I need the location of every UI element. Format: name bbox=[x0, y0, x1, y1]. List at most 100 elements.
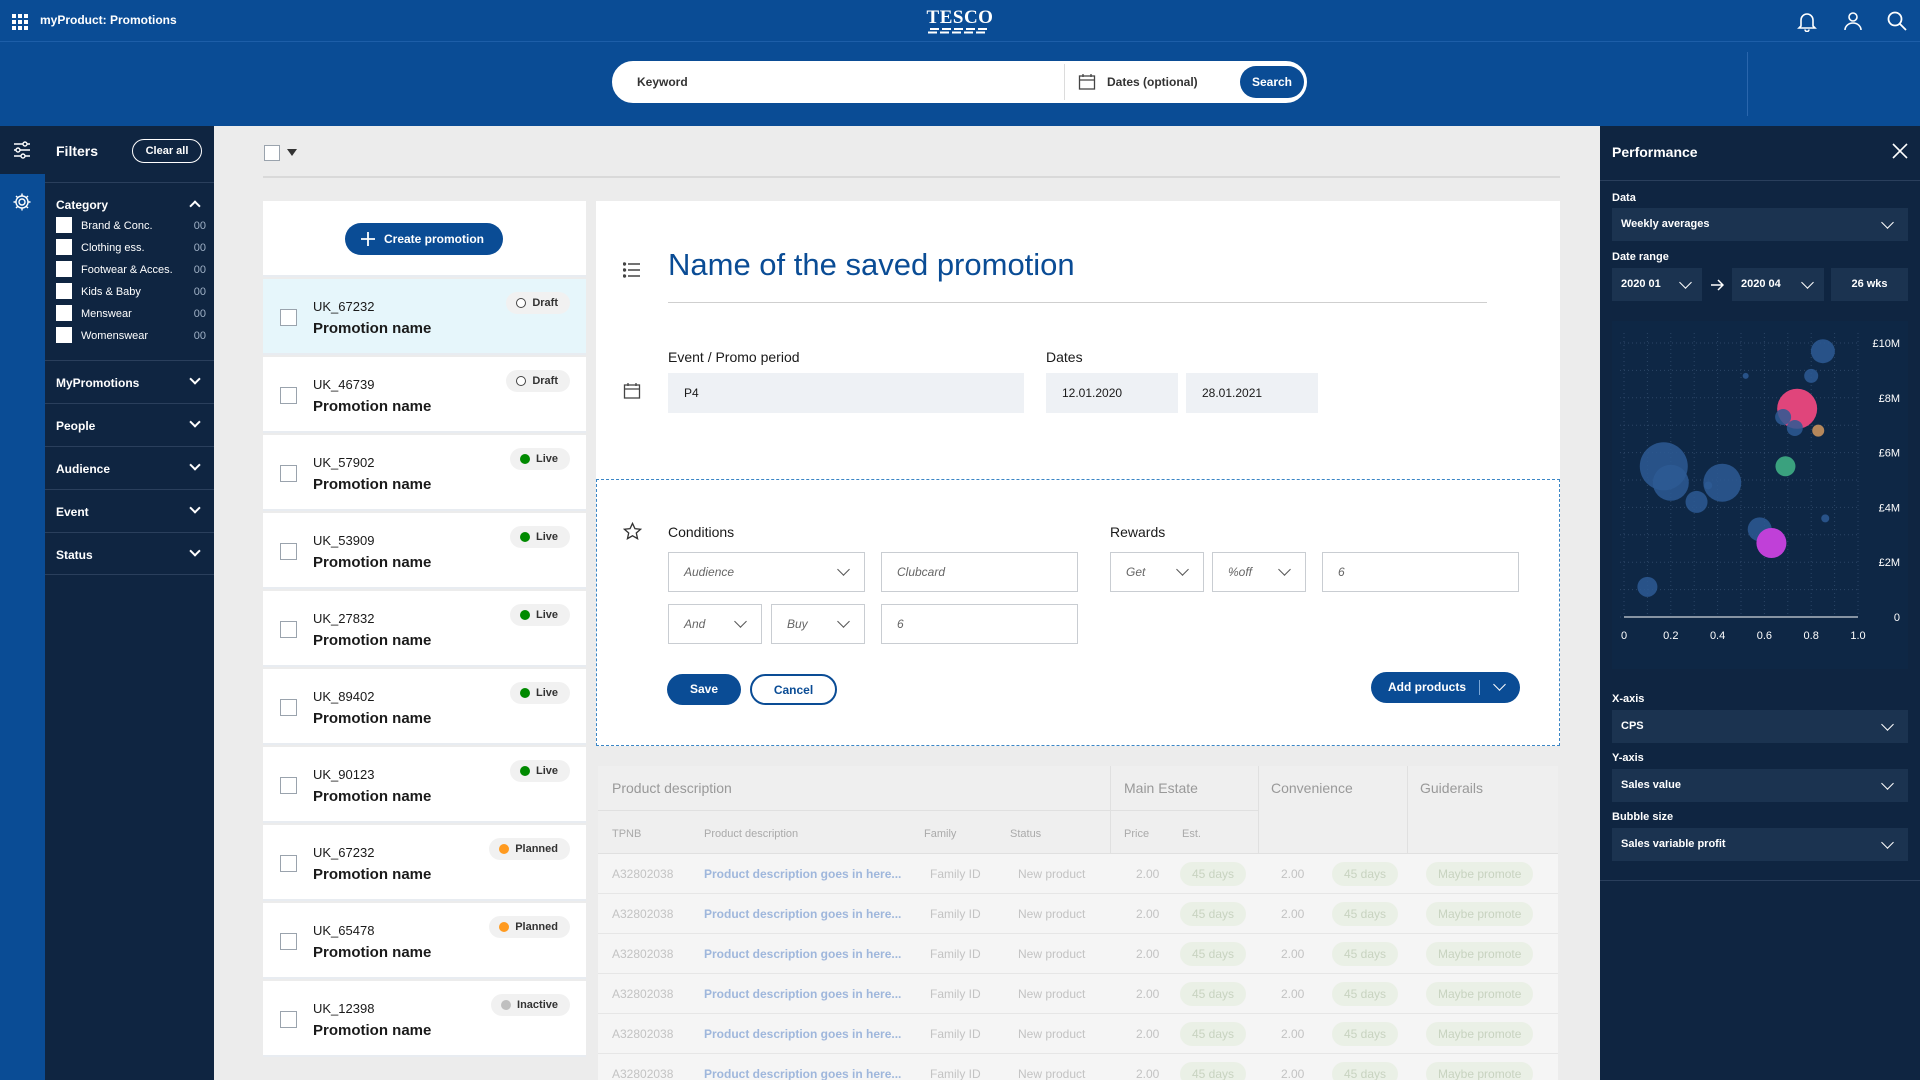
reward-quantity-input[interactable]: 6 bbox=[1322, 552, 1519, 592]
percent-off-select[interactable]: %off bbox=[1212, 552, 1306, 592]
and-select[interactable]: And bbox=[668, 604, 762, 644]
promotion-checkbox[interactable] bbox=[280, 855, 297, 872]
bubble-size-select[interactable]: Sales variable profit bbox=[1612, 828, 1908, 861]
table-row[interactable]: A32802038 Product description goes in her… bbox=[598, 894, 1558, 934]
search-icon[interactable] bbox=[1886, 10, 1908, 37]
category-item[interactable]: Menswear 00 bbox=[56, 305, 206, 323]
promotion-card[interactable]: UK_90123 Promotion name Live bbox=[263, 747, 586, 823]
promotion-checkbox[interactable] bbox=[280, 777, 297, 794]
checkbox[interactable] bbox=[56, 217, 72, 233]
clubcard-input[interactable]: Clubcard bbox=[881, 552, 1078, 592]
bubble-point[interactable] bbox=[1704, 481, 1713, 490]
cell-desc[interactable]: Product description goes in here... bbox=[704, 1067, 902, 1080]
buy-select[interactable]: Buy bbox=[771, 604, 865, 644]
section-mypromotions[interactable]: MyPromotions bbox=[45, 360, 214, 403]
checkbox[interactable] bbox=[56, 305, 72, 321]
promotion-card[interactable]: UK_53909 Promotion name Live bbox=[263, 513, 586, 589]
select-all-checkbox[interactable] bbox=[264, 145, 280, 161]
date-to-input[interactable]: 28.01.2021 bbox=[1186, 373, 1318, 413]
data-select[interactable]: Weekly averages bbox=[1612, 208, 1908, 241]
table-row[interactable]: A32802038 Product description goes in her… bbox=[598, 974, 1558, 1014]
apps-grid-icon[interactable] bbox=[12, 14, 28, 30]
promotion-card[interactable]: UK_27832 Promotion name Live bbox=[263, 591, 586, 667]
add-products-button[interactable]: Add products bbox=[1371, 672, 1520, 703]
xaxis-select[interactable]: CPS bbox=[1612, 710, 1908, 743]
gear-icon[interactable] bbox=[12, 192, 32, 217]
cell-desc[interactable]: Product description goes in here... bbox=[704, 987, 902, 1001]
checkbox[interactable] bbox=[56, 239, 72, 255]
promotion-card[interactable]: UK_46739 Promotion name Draft bbox=[263, 357, 586, 433]
table-row[interactable]: A32802038 Product description goes in her… bbox=[598, 1054, 1558, 1080]
cell-desc[interactable]: Product description goes in here... bbox=[704, 907, 902, 921]
checkbox[interactable] bbox=[56, 327, 72, 343]
category-item[interactable]: Womenswear 00 bbox=[56, 327, 206, 345]
promotion-checkbox[interactable] bbox=[280, 699, 297, 716]
section-event[interactable]: Event bbox=[45, 489, 214, 532]
promotion-checkbox[interactable] bbox=[280, 543, 297, 560]
bubble-point[interactable] bbox=[1775, 408, 1792, 425]
search-button[interactable]: Search bbox=[1240, 66, 1304, 98]
bubble-point[interactable] bbox=[1775, 456, 1796, 477]
create-promotion-button[interactable]: Create promotion bbox=[345, 223, 503, 255]
cell-desc[interactable]: Product description goes in here... bbox=[704, 947, 902, 961]
category-item[interactable]: Kids & Baby 00 bbox=[56, 283, 206, 301]
table-row[interactable]: A32802038 Product description goes in her… bbox=[598, 934, 1558, 974]
checkbox[interactable] bbox=[56, 261, 72, 277]
section-status[interactable]: Status bbox=[45, 532, 214, 575]
bubble-point[interactable] bbox=[1703, 463, 1742, 502]
buy-quantity-input[interactable]: 6 bbox=[881, 604, 1078, 644]
user-icon[interactable] bbox=[1842, 10, 1864, 37]
close-icon[interactable] bbox=[1892, 143, 1908, 164]
dates-input[interactable]: Dates (optional) bbox=[1078, 64, 1238, 100]
promotion-card[interactable]: UK_57902 Promotion name Live bbox=[263, 435, 586, 511]
bubble-point[interactable] bbox=[1804, 368, 1819, 383]
promotion-checkbox[interactable] bbox=[280, 933, 297, 950]
yaxis-select[interactable]: Sales value bbox=[1612, 769, 1908, 802]
star-icon[interactable] bbox=[622, 521, 643, 546]
cancel-button[interactable]: Cancel bbox=[750, 674, 837, 705]
bubble-point[interactable] bbox=[1637, 576, 1658, 597]
promotion-checkbox[interactable] bbox=[280, 387, 297, 404]
table-row[interactable]: A32802038 Product description goes in her… bbox=[598, 1014, 1558, 1054]
category-item[interactable]: Clothing ess. 00 bbox=[56, 239, 206, 257]
event-period-input[interactable]: P4 bbox=[668, 373, 1024, 413]
promotion-card[interactable]: UK_12398 Promotion name Inactive bbox=[263, 981, 586, 1057]
category-section-header[interactable]: Category bbox=[45, 182, 214, 225]
category-item[interactable]: Brand & Conc. 00 bbox=[56, 217, 206, 235]
date-from-input[interactable]: 12.01.2020 bbox=[1046, 373, 1178, 413]
bell-icon[interactable] bbox=[1796, 10, 1818, 37]
caret-down-icon[interactable] bbox=[287, 149, 297, 156]
bubble-point[interactable] bbox=[1756, 528, 1787, 559]
section-audience[interactable]: Audience bbox=[45, 446, 214, 489]
clear-all-button[interactable]: Clear all bbox=[132, 139, 202, 163]
cell-desc[interactable]: Product description goes in here... bbox=[704, 1027, 902, 1041]
range-to-select[interactable]: 2020 04 bbox=[1732, 268, 1824, 301]
bubble-point[interactable] bbox=[1685, 490, 1708, 513]
table-row[interactable]: A32802038 Product description goes in her… bbox=[598, 854, 1558, 894]
promotion-checkbox[interactable] bbox=[280, 309, 297, 326]
section-people[interactable]: People bbox=[45, 403, 214, 446]
get-select[interactable]: Get bbox=[1110, 552, 1204, 592]
promotion-card[interactable]: UK_65478 Promotion name Planned bbox=[263, 903, 586, 979]
bubble-point[interactable] bbox=[1821, 514, 1830, 523]
checkbox[interactable] bbox=[56, 283, 72, 299]
list-icon[interactable] bbox=[622, 262, 641, 283]
bubble-point[interactable] bbox=[1652, 464, 1689, 501]
promotion-card[interactable]: UK_89402 Promotion name Live bbox=[263, 669, 586, 745]
audience-select[interactable]: Audience bbox=[668, 552, 865, 592]
promotion-checkbox[interactable] bbox=[280, 465, 297, 482]
range-from-select[interactable]: 2020 01 bbox=[1612, 268, 1702, 301]
bubble-point[interactable] bbox=[1786, 419, 1803, 436]
bubble-point[interactable] bbox=[1812, 424, 1825, 437]
bubble-point[interactable] bbox=[1810, 339, 1835, 364]
cell-desc[interactable]: Product description goes in here... bbox=[704, 867, 902, 881]
promotion-card[interactable]: UK_67232 Promotion name Planned bbox=[263, 825, 586, 901]
save-button[interactable]: Save bbox=[667, 674, 741, 705]
keyword-input[interactable]: Keyword bbox=[615, 64, 1065, 100]
promotion-checkbox[interactable] bbox=[280, 621, 297, 638]
category-item[interactable]: Footwear & Acces. 00 bbox=[56, 261, 206, 279]
filters-rail-button[interactable] bbox=[0, 126, 45, 174]
bubble-point[interactable] bbox=[1742, 372, 1749, 379]
promotion-checkbox[interactable] bbox=[280, 1011, 297, 1028]
promotion-card[interactable]: UK_67232 Promotion name Draft bbox=[263, 279, 586, 355]
